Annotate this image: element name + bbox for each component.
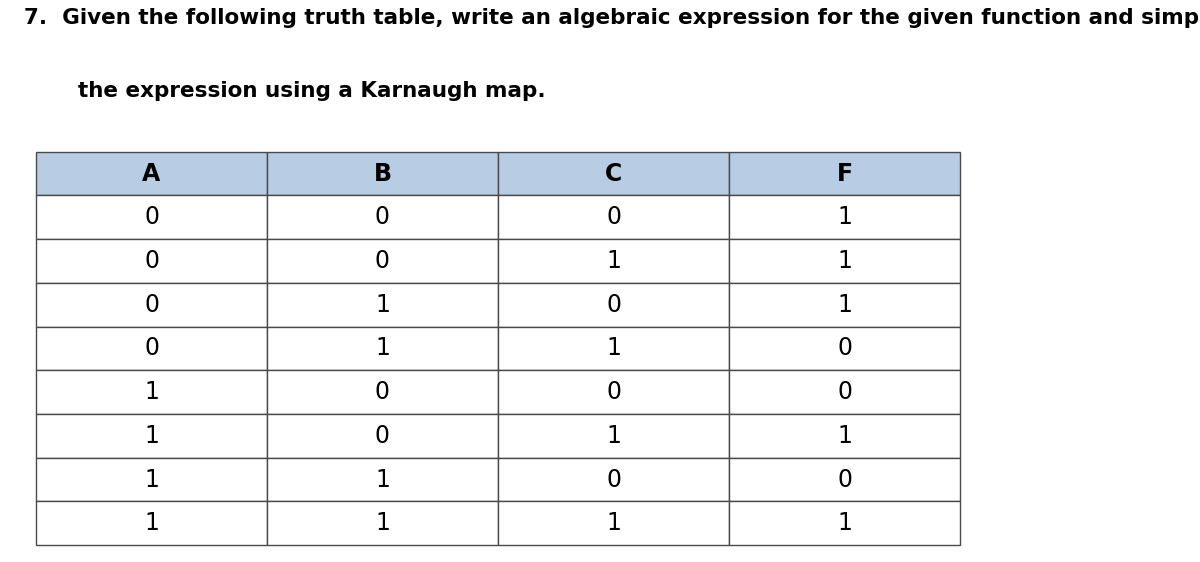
Bar [36,370,266,414]
Text: the expression using a Karnaugh map.: the expression using a Karnaugh map. [78,81,546,102]
Text: F: F [836,162,852,185]
Text: 1: 1 [606,249,620,273]
Bar [266,283,498,327]
Bar [36,414,266,457]
Text: 1: 1 [606,511,620,535]
Bar [266,457,498,501]
Text: 1: 1 [838,249,852,273]
Text: 1: 1 [838,424,852,448]
Bar [498,457,730,501]
Text: 0: 0 [838,337,852,360]
Bar [266,239,498,283]
Bar [498,283,730,327]
Text: 1: 1 [376,468,390,492]
Text: C: C [605,162,622,185]
Text: 0: 0 [144,293,158,317]
Bar [36,283,266,327]
Bar [266,152,498,196]
Text: 1: 1 [376,337,390,360]
Text: 1: 1 [376,293,390,317]
Bar [498,152,730,196]
Text: 0: 0 [144,249,158,273]
Bar [730,152,960,196]
Bar [498,501,730,545]
Bar [36,196,266,239]
Text: 0: 0 [606,380,622,404]
Bar [266,501,498,545]
Bar [730,501,960,545]
Text: 7.  Given the following truth table, write an algebraic expression for the given: 7. Given the following truth table, writ… [24,8,1200,29]
Bar [498,414,730,457]
Bar [36,239,266,283]
Bar [266,370,498,414]
Bar [266,196,498,239]
Bar [36,501,266,545]
Bar [730,327,960,370]
Bar [730,239,960,283]
Text: A: A [143,162,161,185]
Text: 0: 0 [144,337,158,360]
Bar [266,327,498,370]
Text: 1: 1 [144,511,158,535]
Text: 1: 1 [144,424,158,448]
Text: 1: 1 [838,293,852,317]
Text: 0: 0 [374,424,390,448]
Bar [730,414,960,457]
Bar [36,152,266,196]
Bar [498,196,730,239]
Text: 0: 0 [606,468,622,492]
Bar [730,196,960,239]
Text: 0: 0 [838,380,852,404]
Bar [730,283,960,327]
Text: 0: 0 [838,468,852,492]
Bar [36,327,266,370]
Text: 0: 0 [144,205,158,229]
Text: 1: 1 [606,424,620,448]
Bar [36,457,266,501]
Text: 0: 0 [374,249,390,273]
Bar [730,457,960,501]
Text: 1: 1 [144,380,158,404]
Text: B: B [373,162,391,185]
Bar [498,239,730,283]
Text: 1: 1 [376,511,390,535]
Bar [266,414,498,457]
Bar [498,370,730,414]
Text: 1: 1 [606,337,620,360]
Text: 0: 0 [374,380,390,404]
Text: 1: 1 [838,511,852,535]
Text: 1: 1 [144,468,158,492]
Bar [730,370,960,414]
Text: 0: 0 [606,205,622,229]
Text: 1: 1 [838,205,852,229]
Text: 0: 0 [606,293,622,317]
Bar [498,327,730,370]
Text: 0: 0 [374,205,390,229]
